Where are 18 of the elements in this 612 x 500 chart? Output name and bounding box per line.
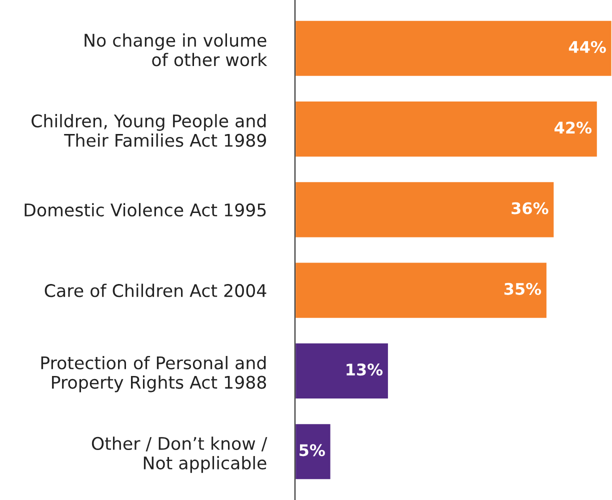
bar xyxy=(294,100,598,158)
y-tick-label: Other / Don’t know / Not applicable xyxy=(92,436,268,473)
bar xyxy=(294,19,612,78)
y-tick-label: Care of Children Act 2004 xyxy=(44,284,266,298)
bar xyxy=(294,261,548,320)
bar xyxy=(294,422,332,481)
bar xyxy=(294,180,556,239)
data-label: 42% xyxy=(554,122,592,134)
data-label: 5% xyxy=(300,444,325,456)
data-label: 13% xyxy=(346,364,383,376)
y-tick-label: No change in volume of other work xyxy=(84,33,268,66)
data-label: 44% xyxy=(568,40,606,54)
data-label: 35% xyxy=(504,282,542,295)
y-tick-label: Protection of Personal and Property Rights Act 1988 xyxy=(41,356,266,392)
bar xyxy=(294,342,390,400)
y-tick-label: Domestic Violence Act 1995 xyxy=(24,203,266,217)
y-tick-label: Children, Young People and Their Families Act 1989 xyxy=(32,114,266,147)
data-label: 36% xyxy=(512,202,548,214)
